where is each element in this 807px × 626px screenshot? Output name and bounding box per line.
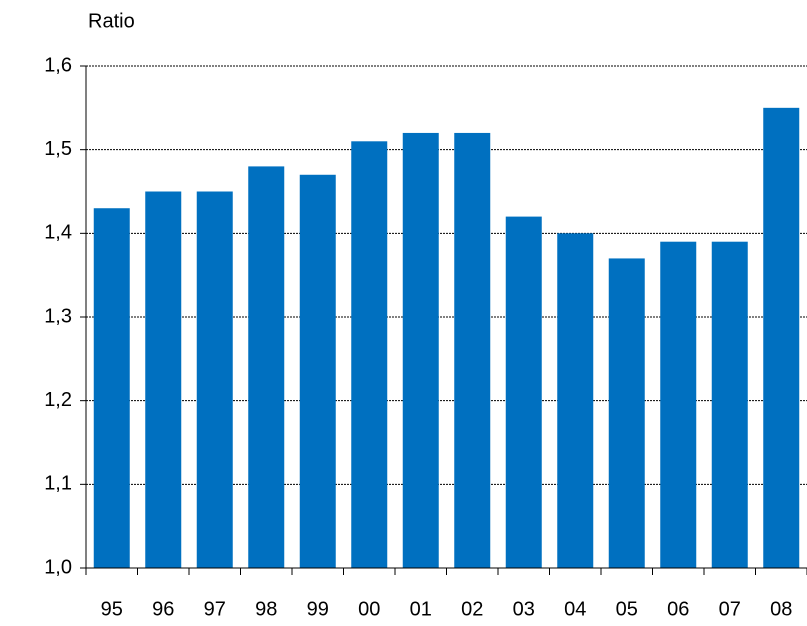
bar bbox=[557, 233, 594, 569]
y-tick-label: 1,3 bbox=[44, 305, 72, 327]
y-tick-label: 1,2 bbox=[44, 389, 72, 411]
bar bbox=[402, 132, 439, 568]
y-tick-label: 1,4 bbox=[44, 222, 72, 244]
x-tick-label: 00 bbox=[358, 598, 380, 620]
bar bbox=[505, 216, 542, 568]
bar bbox=[299, 174, 336, 568]
bar bbox=[93, 208, 130, 568]
bar bbox=[454, 132, 491, 568]
x-tick-label: 05 bbox=[616, 598, 638, 620]
bar bbox=[660, 241, 697, 568]
bar bbox=[145, 191, 182, 568]
x-tick-label: 97 bbox=[204, 598, 226, 620]
bar bbox=[248, 166, 285, 568]
bar bbox=[196, 191, 233, 568]
y-tick-label: 1,0 bbox=[44, 556, 72, 578]
x-tick-label: 03 bbox=[513, 598, 535, 620]
x-tick-label: 96 bbox=[152, 598, 174, 620]
x-tick-label: 95 bbox=[101, 598, 123, 620]
y-tick-label: 1,1 bbox=[44, 473, 72, 495]
x-tick-label: 07 bbox=[719, 598, 741, 620]
y-tick-label: 1,6 bbox=[44, 54, 72, 76]
bar bbox=[763, 107, 800, 568]
bar bbox=[711, 241, 748, 568]
bar bbox=[608, 258, 645, 568]
x-tick-label: 06 bbox=[667, 598, 689, 620]
x-tick-label: 08 bbox=[770, 598, 792, 620]
x-tick-label: 04 bbox=[564, 598, 586, 620]
x-tick-label: 02 bbox=[461, 598, 483, 620]
bar bbox=[351, 141, 388, 569]
x-tick-label: 99 bbox=[307, 598, 329, 620]
y-tick-label: 1,5 bbox=[44, 138, 72, 160]
x-tick-label: 98 bbox=[255, 598, 277, 620]
y-axis-label: Ratio bbox=[88, 10, 135, 32]
x-tick-label: 01 bbox=[410, 598, 432, 620]
